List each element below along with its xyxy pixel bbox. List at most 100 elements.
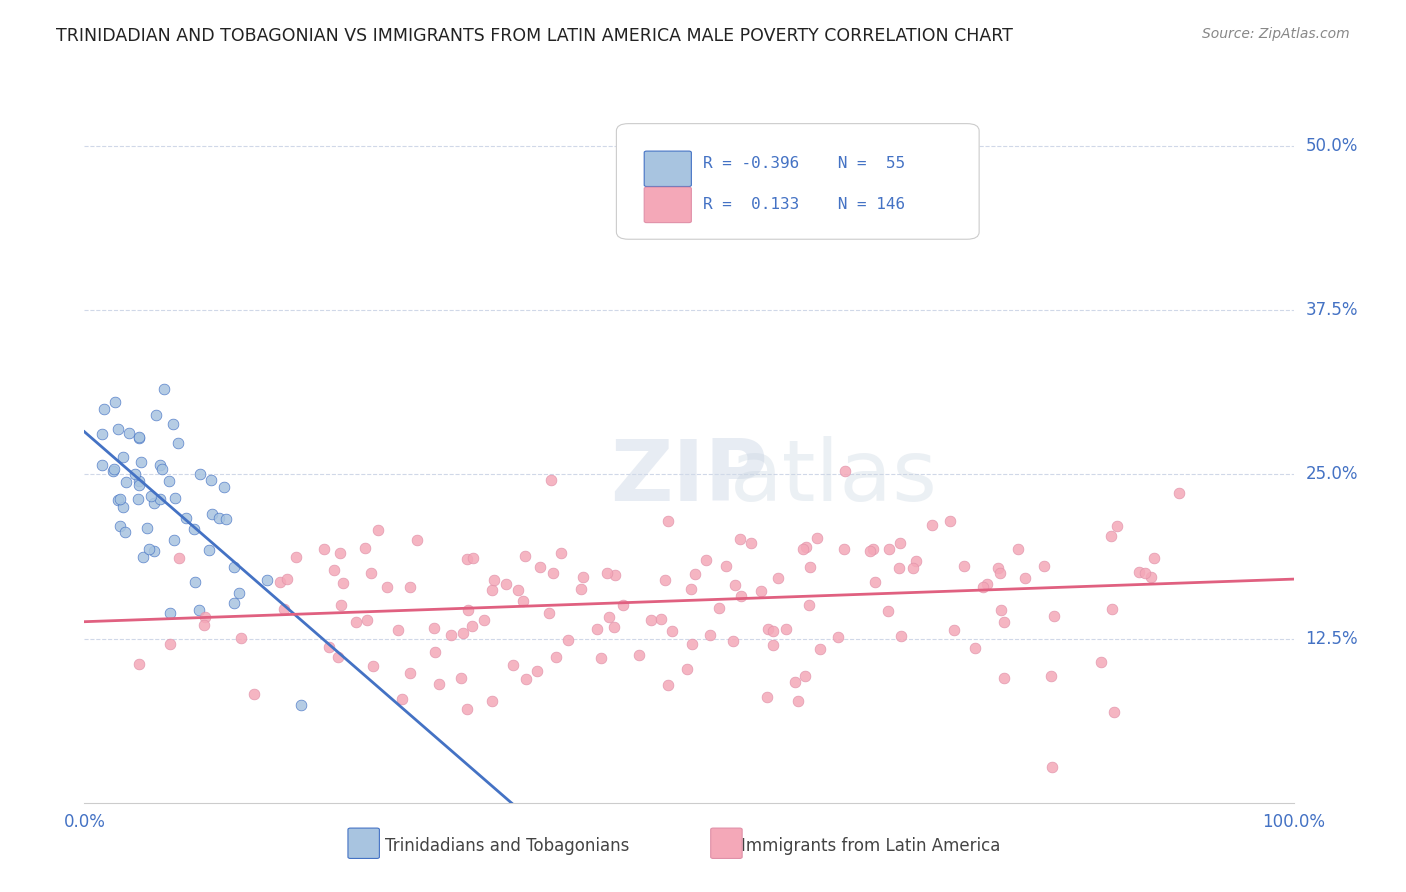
Point [901, 561, 924, 575]
Point [676, 662, 699, 676]
Point [699, 627, 721, 641]
Point [661, 624, 683, 638]
Point [877, 541, 900, 556]
Point [423, 622, 446, 636]
Point [1140, 570, 1163, 584]
Point [1007, 541, 1029, 556]
Text: Trinidadians and Tobagonians: Trinidadians and Tobagonians [385, 838, 630, 855]
Point [603, 620, 626, 634]
Point [787, 694, 810, 708]
Point [285, 550, 308, 565]
Point [657, 514, 679, 528]
Point [755, 690, 778, 704]
Point [391, 692, 413, 706]
Point [290, 698, 312, 713]
Point [201, 508, 224, 522]
Point [775, 623, 797, 637]
Point [188, 603, 211, 617]
Point [200, 474, 222, 488]
Point [107, 492, 129, 507]
Point [398, 666, 420, 681]
Point [425, 645, 447, 659]
Point [707, 601, 730, 615]
Point [887, 561, 910, 575]
Point [354, 541, 377, 555]
Point [762, 638, 785, 652]
Point [766, 571, 789, 585]
Text: 12.5%: 12.5% [1306, 630, 1358, 648]
Point [276, 572, 298, 586]
Point [526, 664, 548, 678]
Point [153, 382, 176, 396]
Point [167, 436, 190, 450]
Text: atlas: atlas [730, 436, 938, 519]
Point [1168, 486, 1191, 500]
Text: 37.5%: 37.5% [1306, 301, 1358, 319]
Point [557, 633, 579, 648]
Point [124, 467, 146, 481]
Point [107, 421, 129, 435]
Point [740, 536, 762, 550]
Point [188, 467, 211, 481]
Point [131, 549, 153, 564]
Point [269, 574, 291, 589]
Point [481, 694, 503, 708]
Point [921, 518, 943, 533]
Point [640, 613, 662, 627]
Point [890, 629, 912, 643]
Point [375, 580, 398, 594]
Point [194, 609, 217, 624]
Point [174, 511, 197, 525]
Point [785, 675, 807, 690]
Point [128, 474, 150, 488]
Point [586, 622, 609, 636]
Point [1014, 571, 1036, 585]
Point [323, 563, 346, 577]
Point [952, 559, 974, 574]
FancyBboxPatch shape [347, 828, 380, 858]
Point [716, 559, 738, 574]
Point [827, 630, 849, 644]
Point [1090, 655, 1112, 669]
Point [794, 540, 817, 554]
Point [877, 604, 900, 618]
Point [1133, 566, 1156, 581]
Point [457, 603, 479, 617]
Point [756, 623, 779, 637]
Point [679, 582, 702, 596]
Point [127, 492, 149, 507]
Point [834, 464, 856, 478]
Point [683, 566, 706, 581]
Point [104, 394, 127, 409]
Point [792, 541, 814, 556]
Point [111, 500, 134, 514]
Point [222, 596, 245, 610]
Point [208, 511, 231, 525]
Point [128, 430, 150, 444]
Point [427, 677, 450, 691]
Point [541, 566, 564, 580]
Point [939, 514, 962, 528]
Text: R =  0.133    N = 146: R = 0.133 N = 146 [703, 197, 905, 212]
Point [612, 599, 634, 613]
Point [356, 613, 378, 627]
Point [212, 480, 235, 494]
Point [1143, 551, 1166, 566]
Point [129, 455, 152, 469]
Point [628, 648, 651, 662]
Point [721, 633, 744, 648]
Point [976, 577, 998, 591]
Text: 50.0%: 50.0% [1306, 137, 1358, 155]
Point [318, 640, 340, 654]
Text: R = -0.396    N =  55: R = -0.396 N = 55 [703, 156, 905, 171]
Point [143, 496, 166, 510]
Point [228, 586, 250, 600]
Point [326, 649, 349, 664]
Point [728, 533, 751, 547]
Point [681, 637, 703, 651]
Point [495, 577, 517, 591]
Point [988, 566, 1011, 581]
Point [859, 544, 882, 558]
FancyBboxPatch shape [710, 828, 742, 858]
Point [163, 533, 186, 547]
